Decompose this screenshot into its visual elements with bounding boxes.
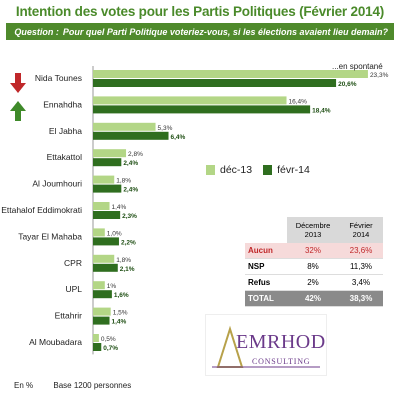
bar-dec13 [93, 254, 115, 263]
company-logo: EMRHOD CONSULTING [205, 314, 327, 376]
legend-label-dec13: déc-13 [220, 164, 253, 176]
row-label: NSP [245, 258, 287, 275]
data-label: 1,4% [112, 319, 127, 326]
question-banner: Question : Pour quel Parti Politique vot… [6, 23, 394, 40]
results-table: Décembre 2013 Février 2014 Aucun 32% 23,… [245, 217, 383, 307]
category-label: Tayar El Mahaba [18, 231, 82, 241]
bar-dec13 [93, 175, 115, 184]
category-label: Ennahdha [43, 99, 82, 109]
chart-title: Intention des votes pour les Partis Poli… [15, 4, 385, 19]
category-label: UPL [65, 284, 82, 294]
bar-fev14 [93, 79, 337, 87]
data-label: 2,4% [123, 187, 138, 194]
data-label: 2,1% [120, 266, 135, 273]
table-row: Refus 2% 3,4% [245, 274, 383, 291]
table-row: TOTAL 42% 38,3% [245, 290, 383, 307]
category-label: El Jabha [49, 126, 82, 136]
row-value-fev: 3,4% [339, 274, 383, 291]
data-label: 2,4% [123, 160, 138, 167]
table-row: Aucun 32% 23,6% [245, 243, 383, 259]
data-label: 1% [107, 283, 117, 290]
category-label: Ettakattol [47, 152, 83, 162]
arrow-down-icon [10, 73, 26, 93]
table-header-dec: Décembre 2013 [287, 217, 339, 243]
data-label: 20,6% [338, 81, 357, 88]
bar-fev14 [93, 131, 169, 140]
table-row: NSP 8% 11,3% [245, 258, 383, 275]
category-label: Ettahrir [55, 311, 83, 321]
spontaneous-note: ...en spontané [332, 62, 383, 71]
row-label: Aucun [245, 243, 287, 259]
data-label: 5,3% [158, 125, 173, 132]
row-value-fev: 23,6% [339, 243, 383, 259]
bar-fev14 [93, 237, 119, 246]
footer-base: Base 1200 personnes [53, 381, 132, 390]
legend-swatch-fev14 [263, 165, 273, 175]
data-label: 1,0% [107, 230, 122, 237]
bar-dec13 [93, 281, 105, 290]
row-value-dec: 32% [287, 243, 339, 259]
footer-unit: En % [14, 381, 34, 390]
bar-fev14 [93, 211, 121, 219]
bar-dec13 [93, 228, 105, 237]
question-text: Pour quel Parti Politique voteriez-vous,… [62, 26, 388, 37]
table-header-fev: Février 2014 [339, 217, 383, 243]
bar-fev14 [93, 105, 311, 114]
data-label: 2,8% [128, 151, 143, 158]
data-label: 0,5% [101, 336, 116, 343]
data-label: 1,8% [116, 257, 131, 264]
row-value-fev: 11,3% [339, 258, 383, 275]
logo-sub: CONSULTING [252, 357, 311, 366]
legend-swatch-dec13 [206, 165, 215, 175]
data-label: 1,4% [112, 204, 127, 211]
data-label: 0,7% [103, 345, 118, 352]
category-label: Al Joumhouri [32, 179, 82, 189]
bar-fev14 [93, 158, 122, 167]
bar-dec13 [93, 122, 156, 131]
data-label: 6,4% [171, 134, 186, 141]
data-label: 1,5% [113, 310, 128, 317]
bar-dec13 [93, 334, 99, 342]
data-label: 1,6% [114, 292, 129, 299]
data-label: 2,3% [122, 213, 137, 220]
data-label: 16,4% [289, 98, 308, 105]
bar-fev14 [93, 343, 102, 351]
category-label: Ettahalof Eddimokrati [1, 205, 82, 215]
data-label: 2,2% [121, 239, 136, 246]
arrow-up-icon [10, 101, 26, 121]
data-label: 18,4% [312, 107, 331, 114]
bar-fev14 [93, 263, 118, 272]
data-label: 23,3% [370, 72, 389, 79]
bar-dec13 [93, 307, 111, 316]
footer: En % Base 1200 personnes [14, 381, 149, 390]
bar-dec13 [93, 96, 287, 105]
logo-mark [212, 325, 320, 368]
row-value-fev: 38,3% [339, 290, 383, 307]
chart-legend: déc-13 févr-14 [206, 164, 310, 176]
question-label: Question : [14, 26, 59, 37]
category-label: Nida Tounes [35, 73, 82, 83]
bar-dec13 [93, 70, 368, 78]
bar-dec13 [93, 149, 127, 158]
bar-dec13 [93, 202, 110, 210]
data-label: 1,8% [116, 178, 131, 185]
category-label: CPR [64, 258, 82, 268]
bar-fev14 [93, 316, 110, 325]
row-label: Refus [245, 274, 287, 291]
table-corner [245, 217, 287, 243]
row-value-dec: 8% [287, 258, 339, 275]
row-label: TOTAL [245, 290, 287, 307]
row-value-dec: 42% [287, 290, 339, 307]
legend-label-fev14: févr-14 [277, 164, 310, 176]
row-value-dec: 2% [287, 274, 339, 291]
bar-fev14 [93, 184, 122, 193]
category-label: Al Moubadara [29, 337, 82, 347]
logo-name: EMRHOD [236, 331, 326, 353]
bar-fev14 [93, 290, 112, 299]
